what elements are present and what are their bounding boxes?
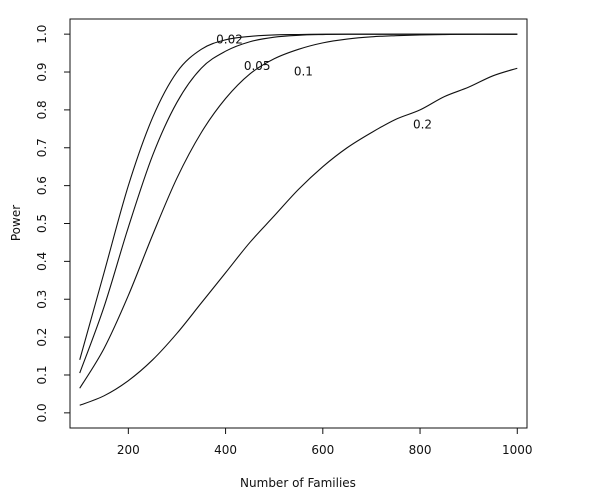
plot-frame	[69, 18, 528, 429]
x-tick-label: 800	[409, 443, 432, 457]
x-tick-label: 200	[117, 443, 140, 457]
x-tick-label: 400	[214, 443, 237, 457]
curve-label-0-2: 0.2	[413, 118, 432, 132]
curves	[79, 33, 518, 406]
y-tick-label: 0.1	[35, 365, 49, 384]
curve-label-0-1: 0.1	[294, 65, 313, 79]
curve-label-0-02: 0.02	[216, 32, 243, 46]
x-tick-label: 1000	[502, 443, 533, 457]
y-tick-label: 0.2	[35, 328, 49, 347]
y-axis: 0.0 0.1 0.2 0.3 0.4 0.5 0.6 0.7 0.8 0.9 1.0	[35, 25, 70, 422]
y-tick-label: 1.0	[35, 25, 49, 44]
y-tick-label: 0.7	[35, 138, 49, 157]
y-tick-label: 0.0	[35, 403, 49, 422]
curve-alpha-0-05	[79, 33, 518, 374]
y-tick-label: 0.3	[35, 290, 49, 309]
y-axis-label: Power	[9, 205, 23, 241]
y-tick-label: 0.8	[35, 100, 49, 119]
curve-label-0-05: 0.05	[244, 59, 271, 73]
x-tick-label: 600	[311, 443, 334, 457]
y-tick-label: 0.9	[35, 62, 49, 81]
curve-alpha-0-2	[79, 67, 518, 406]
y-tick-label: 0.4	[35, 252, 49, 271]
curve-labels: 0.020.05 0.1 0.2	[216, 32, 432, 131]
x-axis: 200 400 600 800 1000	[117, 428, 533, 457]
curve-alpha-0-1	[79, 33, 518, 389]
x-axis-label: Number of Families	[240, 476, 356, 490]
y-tick-label: 0.5	[35, 214, 49, 233]
curve-alpha-0-02	[79, 33, 518, 360]
y-tick-label: 0.6	[35, 176, 49, 195]
